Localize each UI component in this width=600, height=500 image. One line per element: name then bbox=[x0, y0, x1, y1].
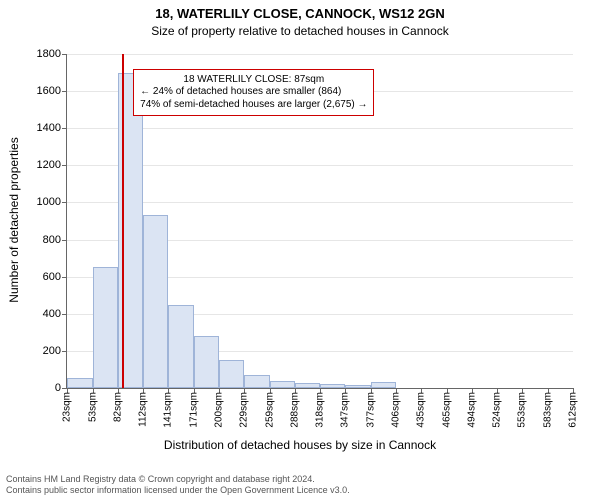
xtick-label: 318sqm bbox=[315, 388, 326, 428]
annotation-line: 18 WATERLILY CLOSE: 87sqm bbox=[140, 74, 367, 87]
chart-title-line1: 18, WATERLILY CLOSE, CANNOCK, WS12 2GN bbox=[0, 6, 600, 21]
xtick-label: 583sqm bbox=[543, 388, 554, 428]
gridline bbox=[67, 54, 573, 55]
ytick-label: 1400 bbox=[37, 122, 67, 134]
ytick-label: 600 bbox=[43, 271, 67, 283]
xtick-label: 229sqm bbox=[238, 388, 249, 428]
histogram-bar bbox=[219, 360, 244, 388]
ytick-label: 1200 bbox=[37, 159, 67, 171]
ytick-label: 1000 bbox=[37, 196, 67, 208]
y-axis-label: Number of detached properties bbox=[7, 137, 21, 302]
xtick-label: 465sqm bbox=[441, 388, 452, 428]
histogram-bar bbox=[143, 215, 168, 388]
xtick-label: 288sqm bbox=[289, 388, 300, 428]
xtick-label: 377sqm bbox=[366, 388, 377, 428]
histogram-bar bbox=[93, 267, 118, 388]
xtick-label: 406sqm bbox=[391, 388, 402, 428]
annotation-line: ← 24% of detached houses are smaller (86… bbox=[140, 86, 367, 99]
ytick-label: 1800 bbox=[37, 48, 67, 60]
chart-page: 18, WATERLILY CLOSE, CANNOCK, WS12 2GN S… bbox=[0, 0, 600, 500]
xtick-label: 200sqm bbox=[214, 388, 225, 428]
xtick-label: 82sqm bbox=[112, 388, 123, 422]
xtick-label: 53sqm bbox=[87, 388, 98, 422]
xtick-label: 259sqm bbox=[264, 388, 275, 428]
histogram-bar bbox=[194, 336, 219, 388]
reference-line bbox=[122, 54, 124, 388]
xtick-label: 494sqm bbox=[466, 388, 477, 428]
xtick-label: 171sqm bbox=[189, 388, 200, 428]
xtick-label: 141sqm bbox=[163, 388, 174, 428]
xtick-label: 435sqm bbox=[415, 388, 426, 428]
ytick-label: 400 bbox=[43, 308, 67, 320]
xtick-label: 347sqm bbox=[340, 388, 351, 428]
annotation-box: 18 WATERLILY CLOSE: 87sqm← 24% of detach… bbox=[133, 69, 374, 117]
xtick-label: 23sqm bbox=[62, 388, 73, 422]
histogram-bar bbox=[168, 305, 194, 389]
ytick-label: 1600 bbox=[37, 85, 67, 97]
histogram-bar bbox=[244, 375, 270, 388]
chart-title-line2: Size of property relative to detached ho… bbox=[0, 24, 600, 38]
histogram-bar bbox=[270, 381, 295, 388]
footer-line2: Contains public sector information licen… bbox=[6, 485, 350, 496]
annotation-line: 74% of semi-detached houses are larger (… bbox=[140, 99, 367, 112]
x-axis-label: Distribution of detached houses by size … bbox=[0, 438, 600, 452]
histogram-bar bbox=[67, 378, 93, 388]
attribution-footer: Contains HM Land Registry data © Crown c… bbox=[6, 474, 350, 496]
xtick-label: 553sqm bbox=[517, 388, 528, 428]
plot-area: 02004006008001000120014001600180023sqm53… bbox=[66, 54, 573, 389]
xtick-label: 524sqm bbox=[492, 388, 503, 428]
ytick-label: 800 bbox=[43, 234, 67, 246]
xtick-label: 612sqm bbox=[568, 388, 579, 428]
xtick-label: 112sqm bbox=[138, 388, 149, 427]
footer-line1: Contains HM Land Registry data © Crown c… bbox=[6, 474, 350, 485]
ytick-label: 200 bbox=[43, 345, 67, 357]
